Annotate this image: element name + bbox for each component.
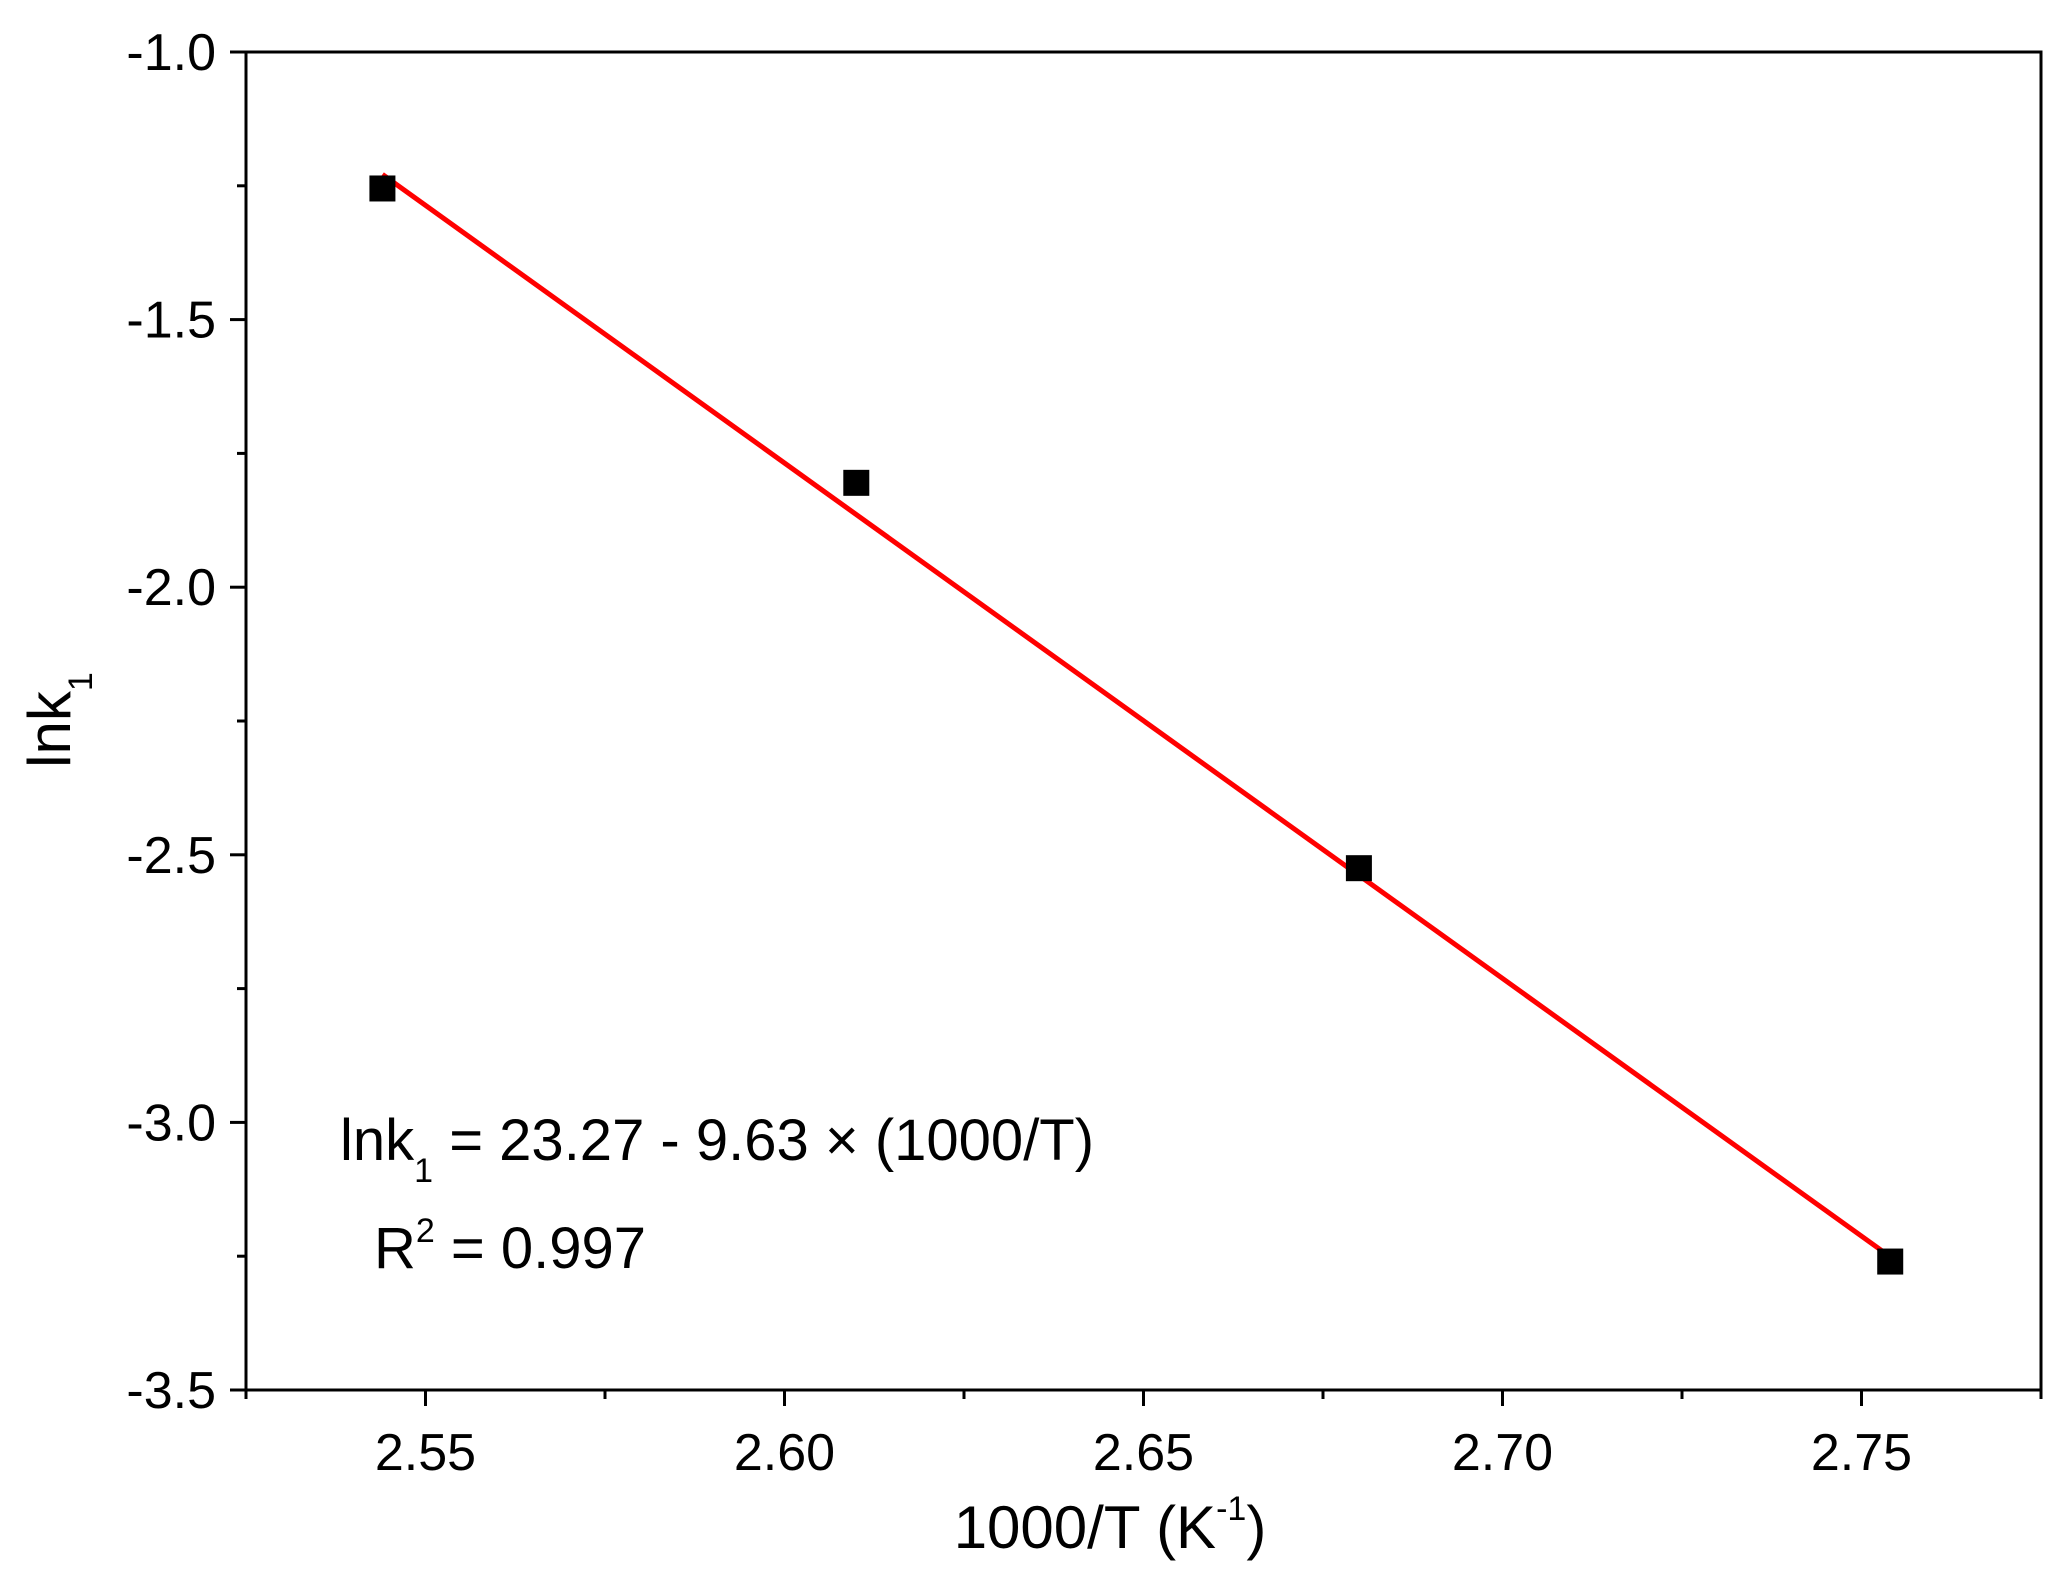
r2-label: R bbox=[374, 1216, 416, 1281]
ticks-layer: 2.55 2.60 2.65 2.70 2.75 -1.0 -1.5 -2.0 -2.5 -3.0… bbox=[126, 24, 2043, 1482]
data-point-square bbox=[1877, 1248, 1904, 1275]
y-axis-title-subscript: 1 bbox=[62, 672, 100, 691]
y-axis-title-base: lnk bbox=[16, 690, 83, 768]
equation-lhs: lnk bbox=[340, 1108, 415, 1173]
fit-equation-annotation: lnk1 = 23.27 - 9.63 × (1000/T) bbox=[340, 1108, 1094, 1190]
x-tick-label: 2.65 bbox=[1093, 1424, 1194, 1482]
y-tick-label: -2.0 bbox=[126, 559, 216, 617]
plot-frame bbox=[244, 50, 2043, 1392]
r2-superscript: 2 bbox=[416, 1212, 435, 1250]
x-axis-title: 1000/T (K-1) bbox=[954, 1490, 1267, 1561]
x-axis-title-superscript: -1 bbox=[1216, 1490, 1246, 1528]
data-point-square bbox=[1345, 855, 1372, 882]
x-axis-title-tail: ) bbox=[1246, 1494, 1266, 1561]
y-axis-title: lnk1 bbox=[16, 672, 100, 768]
data-points-layer bbox=[369, 175, 1904, 1275]
y-tick-label: -1.5 bbox=[126, 292, 216, 350]
r2-value: = 0.997 bbox=[435, 1216, 646, 1281]
x-tick-label: 2.75 bbox=[1811, 1424, 1912, 1482]
y-tick-label: -2.5 bbox=[126, 827, 216, 885]
r-squared-annotation: R2 = 0.997 bbox=[374, 1212, 646, 1281]
x-tick-label: 2.60 bbox=[734, 1424, 835, 1482]
x-tick-label: 2.70 bbox=[1452, 1424, 1553, 1482]
y-tick-label: -3.0 bbox=[126, 1094, 216, 1152]
data-point-square bbox=[369, 175, 396, 202]
linear-fit-line bbox=[380, 172, 1892, 1259]
x-axis-title-base: 1000/T (K bbox=[954, 1494, 1216, 1561]
equation-rhs: = 23.27 - 9.63 × (1000/T) bbox=[433, 1108, 1094, 1173]
x-tick-label: 2.55 bbox=[375, 1424, 476, 1482]
data-point-square bbox=[843, 469, 870, 496]
equation-subscript: 1 bbox=[414, 1152, 433, 1190]
y-tick-label: -1.0 bbox=[126, 24, 216, 82]
fit-line-layer bbox=[380, 172, 1892, 1259]
y-tick-label: -3.5 bbox=[126, 1362, 216, 1420]
